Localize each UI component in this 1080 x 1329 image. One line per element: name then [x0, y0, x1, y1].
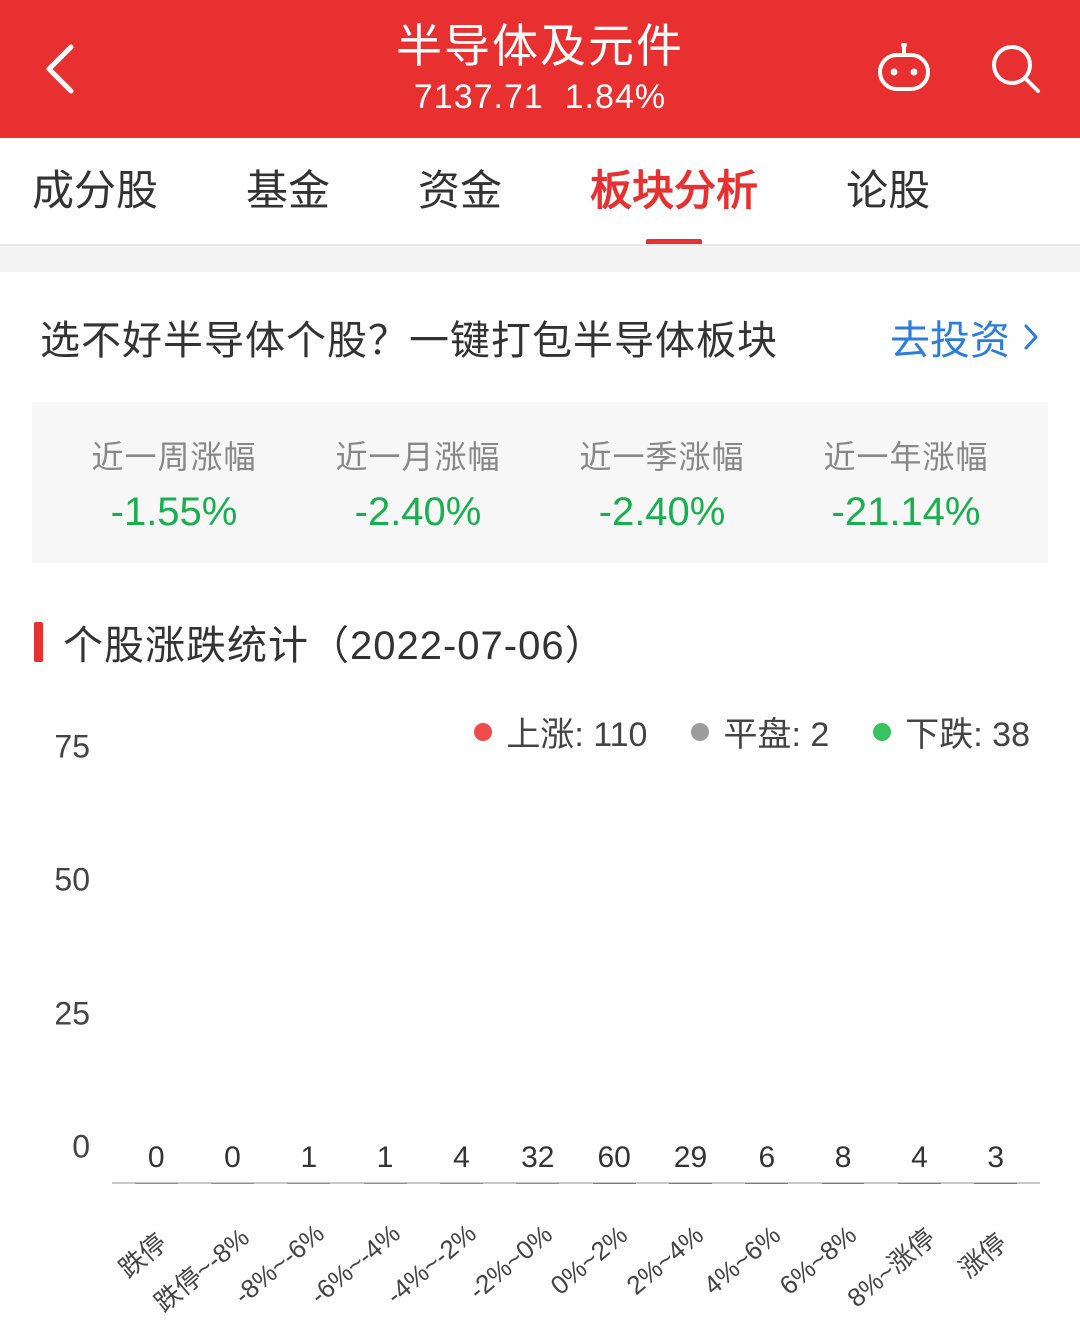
bar-slot-2[interactable]: 1 — [271, 1141, 347, 1184]
chart-bars: 0 0 1 1 4 32 60 29 6 8 4 3 — [112, 784, 1040, 1184]
bar-value: 3 — [987, 1141, 1004, 1175]
invest-promo-row: 选不好半导体个股？一键打包半导体板块 去投资 — [0, 272, 1080, 402]
promo-text: 选不好半导体个股？一键打包半导体板块 — [40, 308, 778, 366]
legend-down-text: 下跌: 38 — [905, 707, 1030, 756]
chevron-right-icon — [1022, 322, 1040, 352]
period-stat-value: -21.14% — [784, 490, 1028, 535]
legend-down: 下跌: 38 — [873, 707, 1030, 756]
bar — [364, 1183, 407, 1184]
bar — [211, 1183, 254, 1184]
bar-value: 29 — [674, 1141, 707, 1175]
bar — [745, 1183, 788, 1184]
bar-slot-9[interactable]: 8 — [805, 1141, 881, 1184]
y-tick: 0 — [72, 1129, 90, 1166]
period-stats-grid: 近一周涨幅-1.55%近一月涨幅-2.40%近一季涨幅-2.40%近一年涨幅-2… — [32, 402, 1048, 563]
section-divider — [0, 246, 1080, 272]
legend-up-text: 上涨: 110 — [506, 707, 647, 756]
bar-value: 4 — [911, 1141, 928, 1175]
bar-slot-8[interactable]: 6 — [729, 1141, 805, 1184]
legend-up: 上涨: 110 — [474, 707, 647, 756]
period-stat-1: 近一月涨幅 -2.40% — [296, 432, 540, 535]
bar-slot-10[interactable]: 4 — [881, 1141, 957, 1184]
bar-slot-0[interactable]: 0 — [118, 1141, 194, 1184]
robot-icon — [874, 43, 934, 95]
y-tick: 50 — [54, 862, 90, 899]
tab-0[interactable]: 成分股 — [32, 138, 158, 245]
header-actions — [874, 39, 1046, 99]
y-tick: 25 — [54, 995, 90, 1032]
period-stat-0: 近一周涨幅 -1.55% — [52, 432, 296, 535]
period-stat-value: -2.40% — [540, 490, 784, 535]
tab-bar: 成分股基金资金板块分析论股 — [0, 138, 1080, 246]
invest-link[interactable]: 去投资 — [890, 308, 1040, 366]
bar-value: 8 — [835, 1141, 852, 1175]
period-stat-value: -1.55% — [52, 490, 296, 535]
bar — [898, 1183, 941, 1184]
bar-value: 1 — [377, 1141, 394, 1175]
y-tick: 75 — [54, 729, 90, 766]
legend-flat-text: 平盘: 2 — [723, 707, 829, 756]
bar — [287, 1183, 330, 1184]
period-stat-label: 近一周涨幅 — [52, 432, 296, 478]
sector-change: 1.84% — [565, 78, 666, 116]
chevron-left-icon — [41, 41, 79, 97]
period-stat-3: 近一年涨幅 -21.14% — [784, 432, 1028, 535]
bar-slot-3[interactable]: 1 — [347, 1141, 423, 1184]
bar-value: 0 — [148, 1141, 165, 1175]
period-stat-label: 近一季涨幅 — [540, 432, 784, 478]
section-title-text: 个股涨跌统计（2022-07-06） — [63, 613, 606, 671]
chart-y-axis: 0255075 — [32, 784, 102, 1184]
period-stat-label: 近一月涨幅 — [296, 432, 540, 478]
bar-value: 0 — [224, 1141, 241, 1175]
bar-value: 60 — [597, 1141, 630, 1175]
top-header: 半导体及元件 7137.71 1.84% — [0, 0, 1080, 138]
bar-value: 1 — [300, 1141, 317, 1175]
chart-x-labels: 跌停跌停~-8%-8%~-6%-6%~-4%-4%~-2%-2%~0%0%~2%… — [112, 1194, 1040, 1324]
bar-slot-7[interactable]: 29 — [652, 1141, 728, 1184]
search-icon — [988, 41, 1044, 97]
period-stat-label: 近一年涨幅 — [784, 432, 1028, 478]
bar-value: 4 — [453, 1141, 470, 1175]
bar-slot-6[interactable]: 60 — [576, 1141, 652, 1184]
dot-flat — [691, 723, 709, 741]
bar — [516, 1183, 559, 1184]
bar — [822, 1183, 865, 1184]
bar-value: 32 — [521, 1141, 554, 1175]
tab-2[interactable]: 资金 — [418, 138, 502, 245]
sector-price: 7137.71 — [414, 78, 544, 116]
bar — [593, 1183, 636, 1184]
bar-slot-1[interactable]: 0 — [194, 1141, 270, 1184]
bar — [135, 1183, 178, 1184]
period-stat-2: 近一季涨幅 -2.40% — [540, 432, 784, 535]
bar-slot-11[interactable]: 3 — [958, 1141, 1034, 1184]
dot-up — [474, 723, 492, 741]
bar-slot-4[interactable]: 4 — [423, 1141, 499, 1184]
assistant-button[interactable] — [874, 39, 934, 99]
chart-legend: 上涨: 110 平盘: 2 下跌: 38 — [0, 679, 1080, 764]
invest-link-label: 去投资 — [890, 308, 1010, 366]
period-stat-value: -2.40% — [296, 490, 540, 535]
tab-1[interactable]: 基金 — [246, 138, 330, 245]
dot-down — [873, 723, 891, 741]
bar — [440, 1183, 483, 1184]
tab-3[interactable]: 板块分析 — [590, 138, 758, 245]
bar — [669, 1183, 712, 1184]
bar-value: 6 — [758, 1141, 775, 1175]
search-button[interactable] — [986, 39, 1046, 99]
bar-slot-5[interactable]: 32 — [500, 1141, 576, 1184]
bar — [974, 1183, 1017, 1184]
chart-plot-area: 0 0 1 1 4 32 60 29 6 8 4 3 — [112, 784, 1040, 1184]
tab-4[interactable]: 论股 — [846, 138, 930, 245]
x-label: 涨停 — [950, 1224, 1014, 1286]
legend-flat: 平盘: 2 — [691, 707, 829, 756]
section-title: 个股涨跌统计（2022-07-06） — [34, 613, 1080, 671]
back-button[interactable] — [30, 39, 90, 99]
distribution-chart: 0255075 001143260296843 跌停跌停~-8%-8%~-6%-… — [32, 764, 1048, 1324]
